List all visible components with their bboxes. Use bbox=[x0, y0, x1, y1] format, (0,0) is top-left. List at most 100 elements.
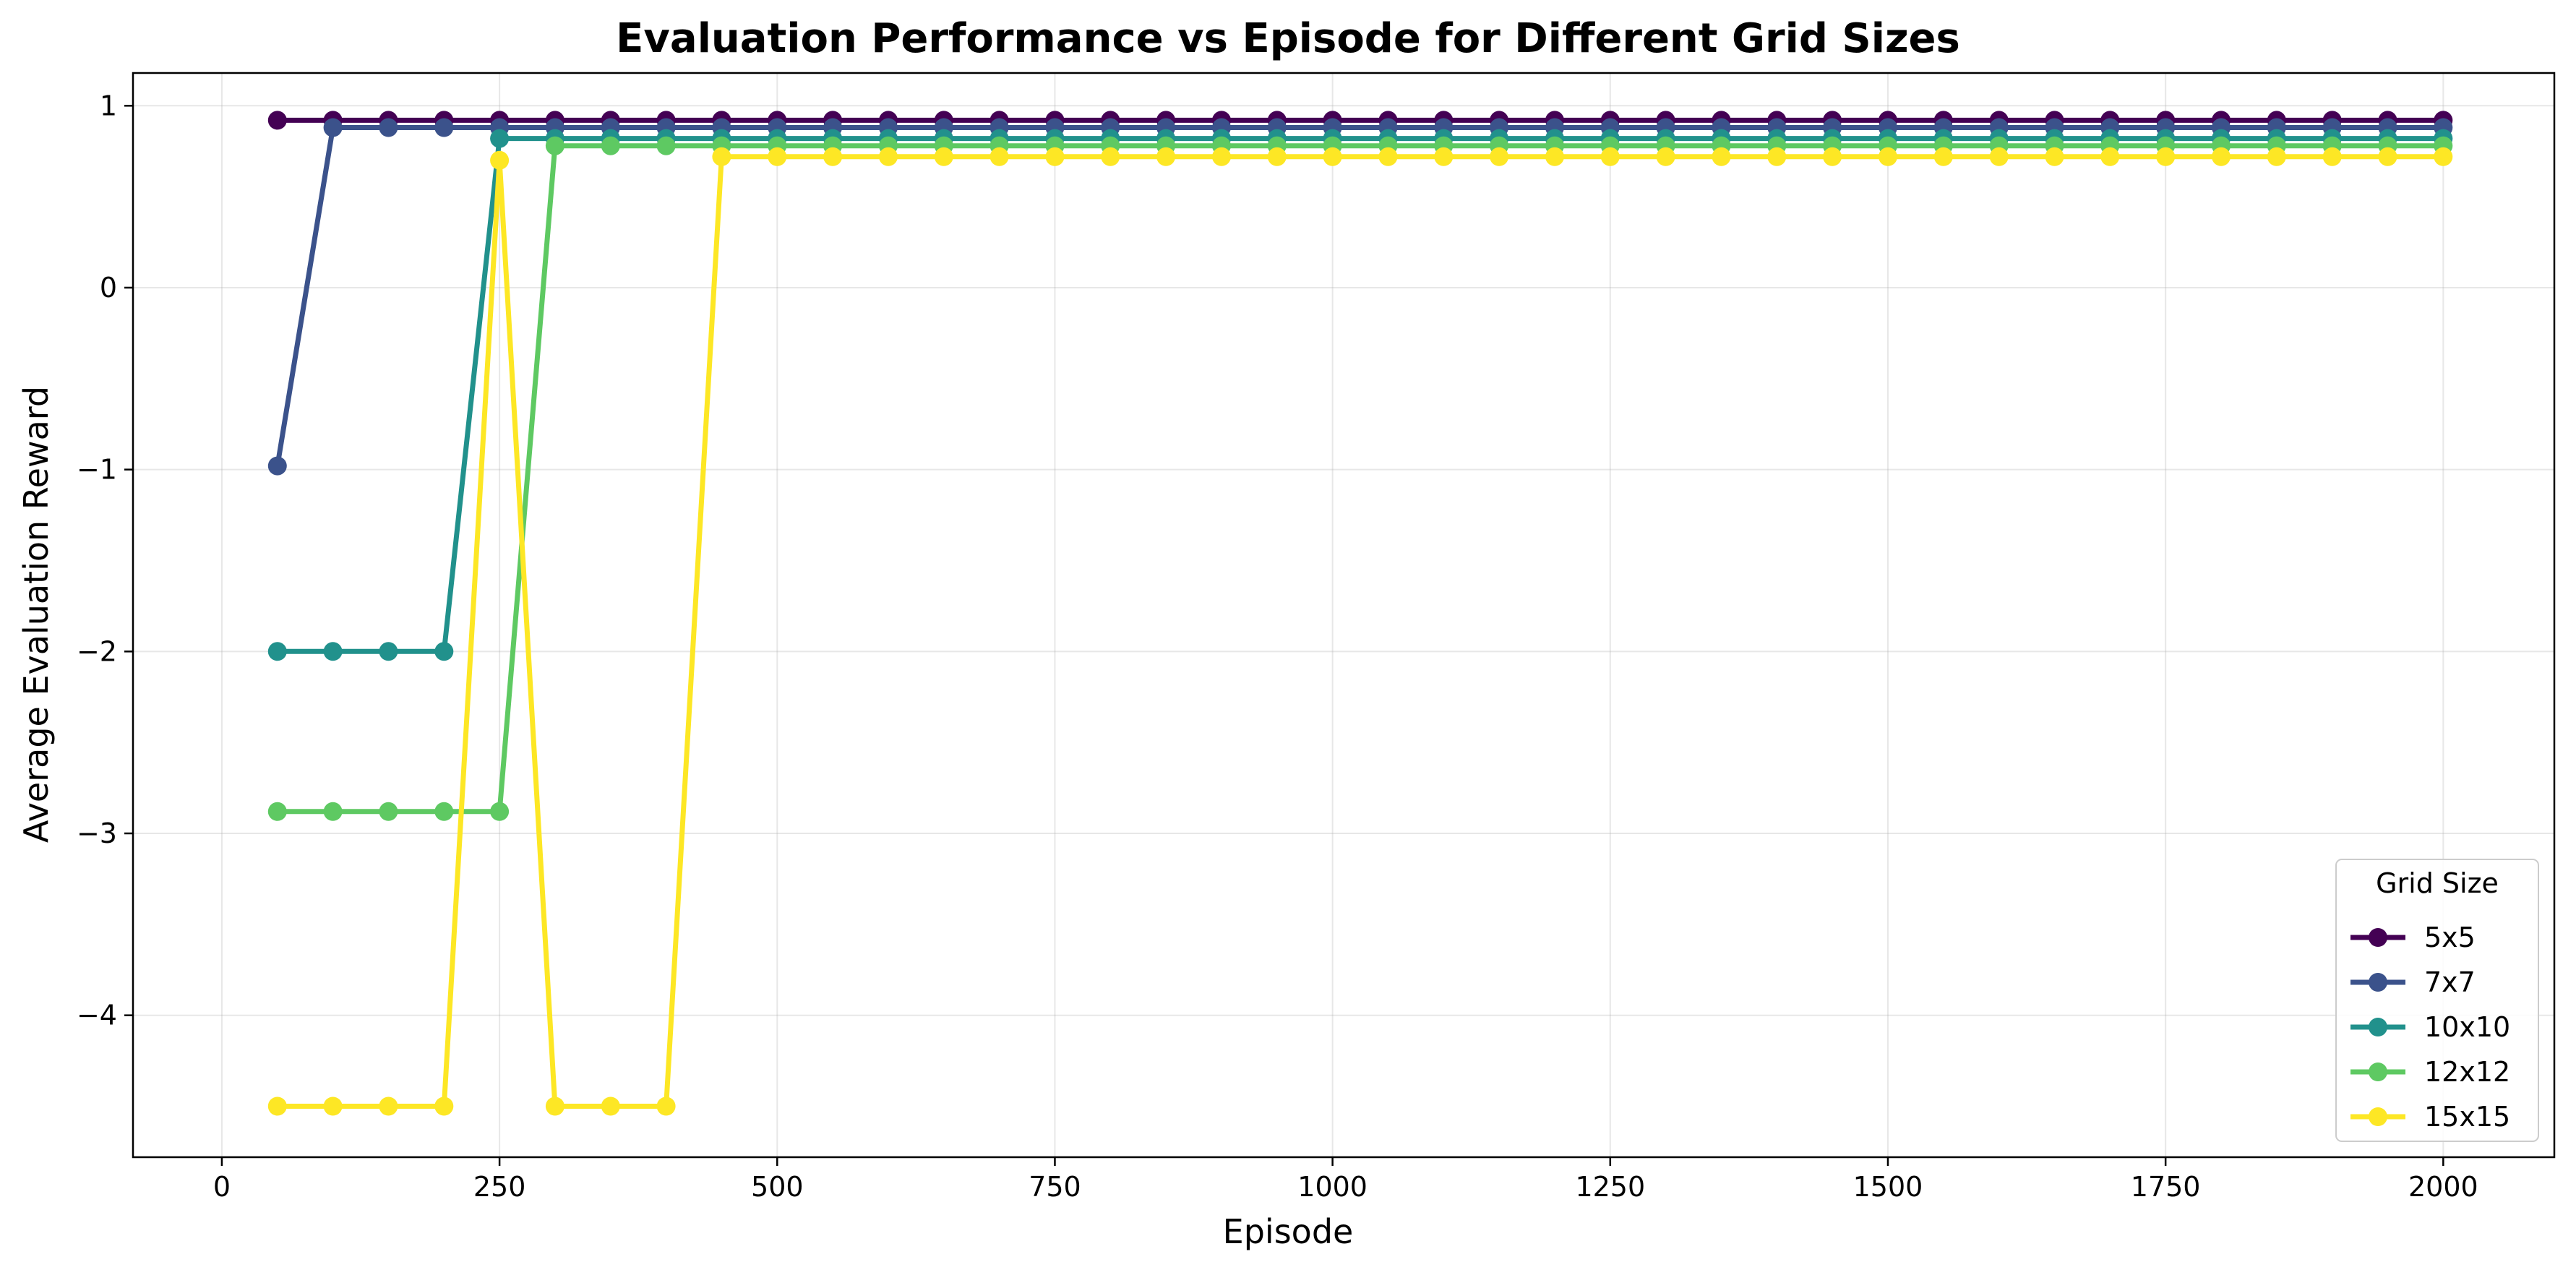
data-point bbox=[434, 118, 454, 137]
data-point bbox=[434, 642, 454, 661]
data-point bbox=[1989, 147, 2009, 166]
grid bbox=[133, 73, 2554, 1157]
data-point bbox=[323, 1096, 343, 1116]
data-point bbox=[490, 150, 510, 170]
legend-label: 7x7 bbox=[2424, 966, 2476, 998]
data-point bbox=[601, 136, 620, 155]
legend-swatch-marker bbox=[2369, 973, 2387, 992]
x-tick-label: 1250 bbox=[1575, 1171, 1645, 1203]
data-point bbox=[712, 147, 731, 166]
data-point bbox=[601, 1096, 620, 1116]
data-point bbox=[1545, 147, 1564, 166]
data-point bbox=[1156, 147, 1176, 166]
data-point bbox=[490, 802, 510, 821]
legend-title: Grid Size bbox=[2376, 867, 2499, 899]
legend-label: 12x12 bbox=[2424, 1056, 2510, 1088]
data-point bbox=[656, 136, 676, 155]
data-point bbox=[2267, 147, 2286, 166]
data-point bbox=[267, 1096, 287, 1116]
legend-item-10x10: 10x10 bbox=[2350, 1011, 2510, 1043]
series-line-12x12 bbox=[277, 143, 2444, 815]
series-15x15 bbox=[267, 147, 2453, 1116]
data-point bbox=[379, 1096, 398, 1116]
data-point bbox=[1378, 147, 1398, 166]
x-tick-label: 250 bbox=[473, 1171, 526, 1203]
data-point bbox=[2434, 147, 2453, 166]
data-point bbox=[267, 456, 287, 476]
data-point bbox=[434, 1096, 454, 1116]
data-point bbox=[2212, 147, 2231, 166]
series-line-10x10 bbox=[277, 136, 2444, 654]
data-point bbox=[434, 802, 454, 821]
x-tick-label: 500 bbox=[751, 1171, 804, 1203]
data-point bbox=[656, 1096, 676, 1116]
x-tick-label: 1000 bbox=[1297, 1171, 1368, 1203]
data-point bbox=[1045, 147, 1065, 166]
data-point bbox=[934, 147, 953, 166]
legend-box bbox=[2335, 859, 2539, 1142]
data-point bbox=[545, 136, 564, 155]
series-7x7 bbox=[267, 118, 2453, 476]
y-tick-label: −2 bbox=[77, 635, 117, 667]
legend: Grid Size 5x5 7x7 10x10 12x12 15x15 bbox=[2335, 859, 2539, 1142]
data-point bbox=[2045, 147, 2064, 166]
legend-swatch-marker bbox=[2369, 1107, 2387, 1126]
legend-swatch-marker bbox=[2369, 928, 2387, 947]
data-point bbox=[1490, 147, 1509, 166]
data-point bbox=[1434, 147, 1454, 166]
legend-item-15x15: 15x15 bbox=[2350, 1101, 2510, 1133]
data-point bbox=[267, 802, 287, 821]
data-point bbox=[1712, 147, 1731, 166]
x-tick-label: 750 bbox=[1029, 1171, 1081, 1203]
data-point bbox=[1600, 147, 1620, 166]
legend-label: 5x5 bbox=[2424, 922, 2476, 953]
data-point bbox=[1267, 147, 1287, 166]
y-tick-label: 1 bbox=[100, 90, 117, 121]
data-point bbox=[2100, 147, 2120, 166]
y-tick-label: −3 bbox=[77, 817, 117, 849]
data-point bbox=[2322, 147, 2342, 166]
data-point bbox=[1933, 147, 1953, 166]
data-point bbox=[267, 642, 287, 661]
data-point bbox=[323, 802, 343, 821]
data-point bbox=[1823, 147, 1842, 166]
series-12x12 bbox=[267, 136, 2453, 821]
data-point bbox=[323, 642, 343, 661]
data-point bbox=[1212, 147, 1231, 166]
data-point bbox=[267, 111, 287, 130]
data-point bbox=[1767, 147, 1787, 166]
ticks: 0 250 500 750 1000 1250 1500 1750 2000 1 0 −1 −2 −3 −4 bbox=[77, 90, 2478, 1203]
y-tick-label: −4 bbox=[77, 1000, 117, 1031]
data-point bbox=[379, 802, 398, 821]
x-axis-label: Episode bbox=[1223, 1212, 1354, 1251]
data-point bbox=[1879, 147, 1897, 166]
series-layer bbox=[267, 111, 2453, 1116]
y-axis-label: Average Evaluation Reward bbox=[17, 386, 56, 843]
data-point bbox=[1656, 147, 1675, 166]
data-point bbox=[379, 642, 398, 661]
x-tick-label: 1500 bbox=[1853, 1171, 1923, 1203]
legend-item-12x12: 12x12 bbox=[2350, 1056, 2510, 1088]
data-point bbox=[545, 1096, 564, 1116]
series-10x10 bbox=[267, 129, 2453, 661]
data-point bbox=[2378, 147, 2397, 166]
data-point bbox=[989, 147, 1009, 166]
data-point bbox=[379, 118, 398, 137]
plot-frame bbox=[132, 72, 2556, 1159]
data-point bbox=[879, 147, 898, 166]
data-point bbox=[768, 147, 787, 166]
series-line-15x15 bbox=[277, 154, 2444, 1109]
legend-swatch-marker bbox=[2369, 1018, 2387, 1036]
data-point bbox=[1323, 147, 1342, 166]
data-point bbox=[823, 147, 843, 166]
y-tick-label: −1 bbox=[77, 454, 117, 486]
x-tick-label: 0 bbox=[213, 1171, 231, 1203]
chart-title: Evaluation Performance vs Episode for Di… bbox=[616, 15, 1960, 62]
legend-label: 15x15 bbox=[2424, 1101, 2510, 1133]
series-line-7x7 bbox=[275, 125, 2444, 467]
legend-item-5x5: 5x5 bbox=[2350, 922, 2476, 953]
data-point bbox=[490, 129, 510, 148]
y-tick-label: 0 bbox=[100, 272, 117, 304]
